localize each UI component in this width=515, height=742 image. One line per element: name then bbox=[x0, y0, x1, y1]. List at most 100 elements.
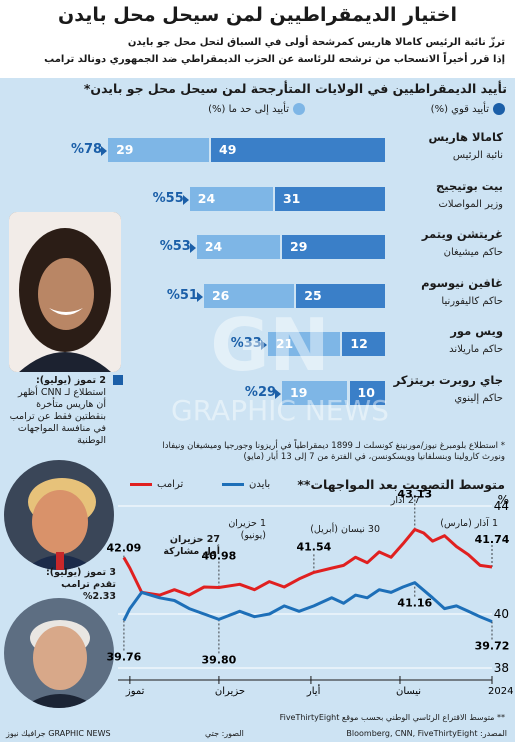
annotation-jul3-margin: %2.33 bbox=[83, 591, 116, 602]
annotation-jun27-date: 27 حزيران bbox=[169, 534, 220, 545]
trend-section-title: متوسط التصويت بعد المواجهات** bbox=[297, 477, 505, 492]
cnn-callout-marker bbox=[113, 375, 123, 385]
graphic-news-watermark-icon: GRAPHIC NEWS bbox=[171, 394, 389, 427]
bar-strong-value: 12 bbox=[350, 336, 368, 351]
bar-some bbox=[196, 235, 281, 259]
bar-total-arrow bbox=[189, 243, 196, 253]
data-label: 41.54 bbox=[297, 540, 332, 553]
candidate-name: كامالا هاريس bbox=[428, 130, 504, 144]
candidate-name: بيت بوتيجيج bbox=[435, 178, 503, 193]
cnn-callout-date: 2 تموز (يوليو): bbox=[35, 375, 106, 386]
poll-average-chart: 38 40 44% آذار 2024 نيسان أيار حزيران تموز 43.13… bbox=[107, 490, 515, 697]
bar-total-arrow bbox=[196, 291, 203, 302]
subtitle-line-1: ترزّ نائبة الرئيس كامالا هاريس كمرشحة أو… bbox=[127, 37, 505, 48]
legend-some-label: تأييد إلى حد ما (%) bbox=[208, 103, 289, 115]
x-tick-label: آذار 2024 bbox=[488, 684, 515, 697]
annotation-jul3-text: تقدم ترامب bbox=[61, 579, 116, 590]
data-label: 39.80 bbox=[202, 653, 237, 666]
candidate-role: حاكم كاليفورنيا bbox=[441, 295, 503, 307]
svg-text:GRAPHIC NEWS: GRAPHIC NEWS bbox=[171, 394, 389, 427]
bar-some-value: 26 bbox=[211, 287, 230, 303]
bar-strong-value: 29 bbox=[290, 239, 308, 254]
bar-total-arrow bbox=[101, 146, 108, 156]
legend-strong: تأييد قوي (%) bbox=[431, 103, 505, 115]
series-line bbox=[122, 581, 493, 623]
harris-photo bbox=[9, 212, 121, 372]
bar-some bbox=[108, 138, 210, 162]
bar-total-arrow bbox=[182, 194, 189, 205]
bar-strong bbox=[349, 380, 385, 405]
subtitle-line-2: إذا قرر أخيراً الانسحاب من ترشحه للرئاسة… bbox=[44, 54, 505, 65]
data-label: 43.13 bbox=[397, 490, 432, 500]
trump-portrait-icon bbox=[4, 460, 114, 570]
x-tick-label: أيار bbox=[306, 684, 321, 697]
annotation-mar27: 27 آذار bbox=[390, 495, 420, 506]
annotation-apr30: 30 نيسان (أبريل) bbox=[310, 524, 380, 535]
bar-strong bbox=[296, 283, 385, 308]
bar-total-label: %53 bbox=[159, 239, 191, 254]
bar-total-label: %51 bbox=[166, 287, 198, 303]
bar-strong-value: 31 bbox=[282, 190, 301, 206]
annotation-jul3: 3 تموز (يوليو): تقدم ترامب %2.33 bbox=[4, 567, 116, 603]
legend-biden-label: بايدن bbox=[249, 479, 271, 490]
legend-strong-label: تأييد قوي (%) bbox=[430, 103, 489, 115]
candidate-role: حاكم ميشيغان bbox=[443, 247, 503, 258]
y-tick-label: 44 bbox=[494, 499, 509, 513]
bar-some-value: 19 bbox=[290, 384, 308, 400]
annotation-jun1: 1 حزيران (يونيو) bbox=[228, 518, 266, 541]
bar-strong-value: 25 bbox=[304, 287, 322, 303]
bar-total-label: %55 bbox=[152, 190, 184, 206]
support-section-title: تأييد الديمقراطيين في الولايات المتأرجحة… bbox=[83, 81, 507, 96]
annotation-jun27: 27 حزيران أول مشاركة bbox=[148, 534, 220, 558]
annotation-jun27-text: أول مشاركة bbox=[163, 546, 220, 557]
bar-strong bbox=[342, 332, 385, 356]
x-tick-label: حزيران bbox=[215, 686, 245, 697]
legend-some-dot bbox=[293, 103, 305, 115]
bar-some-value: 24 bbox=[204, 239, 223, 254]
candidate-name: غافين نيوسوم bbox=[421, 275, 503, 290]
bar-some bbox=[267, 332, 341, 356]
candidate-role: نائبة الرئيس bbox=[452, 150, 503, 161]
legend-biden-swatch bbox=[222, 483, 244, 486]
legend-trump-swatch bbox=[130, 483, 152, 486]
candidate-name: ويس مور bbox=[450, 324, 503, 338]
trump-photo bbox=[4, 460, 114, 570]
annotation-jul3-date: 3 تموز (يوليو): bbox=[45, 567, 116, 578]
candidate-role: حاكم ماريلاند bbox=[449, 344, 503, 355]
support-footnote: * استطلاع بلومبرغ نيوز/مورنينغ كونسلت لـ… bbox=[162, 441, 505, 462]
bar-total-label: %33 bbox=[230, 336, 262, 351]
legend-trump-label: ترامب bbox=[157, 479, 184, 490]
cnn-callout: 2 تموز (يوليو): استطلاع لـ CNN أظهر أن ه… bbox=[6, 375, 106, 447]
candidate-name: غريتشن ويتمر bbox=[421, 227, 503, 241]
y-tick-percent: % bbox=[498, 493, 509, 507]
data-label: 41.16 bbox=[397, 597, 432, 610]
x-tick-label: نيسان bbox=[396, 686, 421, 697]
bar-some-value: 24 bbox=[197, 190, 216, 206]
bar-strong bbox=[211, 138, 385, 162]
chart-gridlines bbox=[118, 499, 493, 684]
candidate-role: وزير المواصلات bbox=[438, 198, 503, 210]
legend-biden: بايدن bbox=[222, 479, 270, 490]
bar-total-label: %78 bbox=[70, 142, 103, 157]
biden-portrait-icon bbox=[4, 598, 114, 708]
footer: المصدر: Bloomberg, CNN, FiveThirtyEight … bbox=[0, 727, 515, 742]
chart-series bbox=[122, 528, 493, 623]
annotation-mar1: 1 آذار (مارس) bbox=[440, 518, 498, 529]
chart-labels: 38 40 44% آذار 2024 نيسان أيار حزيران تموز 43.13… bbox=[107, 490, 515, 697]
x-tick-label: تموز bbox=[125, 686, 145, 697]
bar-strong bbox=[274, 186, 385, 211]
page-title: اختيار الديمقراطيين لمن سيحل محل بايدن bbox=[58, 4, 457, 26]
bar-some-value: 29 bbox=[116, 142, 134, 157]
candidate-role: حاكم إلينوي bbox=[454, 392, 503, 404]
candidate-name: جاي روبرت بريتزكر bbox=[393, 372, 503, 387]
data-label: 41.74 bbox=[475, 533, 510, 546]
legend-trump: ترامب bbox=[130, 479, 183, 490]
legend-strong-dot bbox=[493, 103, 505, 115]
bar-total-label: %29 bbox=[244, 384, 277, 400]
bar-some-value: 21 bbox=[275, 336, 294, 351]
biden-photo bbox=[4, 598, 114, 708]
bar-some bbox=[189, 186, 273, 211]
legend-some: تأييد إلى حد ما (%) bbox=[208, 103, 305, 115]
y-tick-label: 38 bbox=[494, 661, 509, 675]
cnn-callout-text: استطلاع لـ CNN أظهر أن هاريس متأخرة بنقط… bbox=[9, 387, 106, 446]
